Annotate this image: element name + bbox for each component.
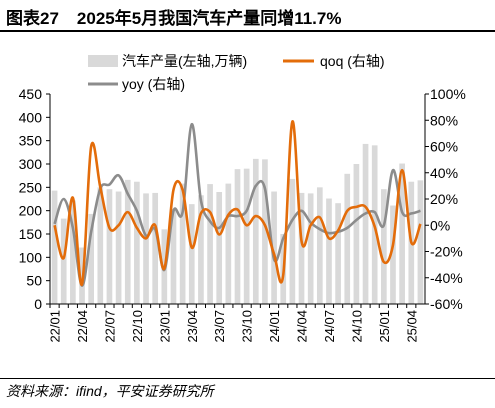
bar-23-09 xyxy=(234,169,241,304)
left-axis-tick-label: 150 xyxy=(19,226,43,242)
bar-23-11 xyxy=(252,158,259,304)
right-axis-tick-label: 80% xyxy=(430,112,458,128)
bar-23-06 xyxy=(207,184,213,304)
bar-25-01 xyxy=(381,189,387,304)
figure-title: 图表27 2025年5月我国汽车产量同增11.7% xyxy=(6,4,489,28)
x-axis-tick-label: 22/01 xyxy=(48,310,63,343)
bar-23-07 xyxy=(216,192,223,304)
x-axis-tick-label: 23/07 xyxy=(212,310,227,343)
left-axis-tick-label: 300 xyxy=(19,156,43,172)
figure-caption: 2025年5月我国汽车产量同增11.7% xyxy=(76,8,342,28)
legend-label-yoy: yoy (右轴) xyxy=(122,76,185,92)
chart: 0 50 100 150 200 250 300 350 400 450 -60% -40% -20% 0… xyxy=(19,53,466,343)
bar-25-02 xyxy=(390,205,396,304)
x-axis-tick-label: 24/07 xyxy=(322,310,337,343)
bar-25-03 xyxy=(399,163,405,304)
legend-item-yoy: yoy (右轴) xyxy=(88,76,185,92)
bar-23-02 xyxy=(170,209,177,304)
bar-22-07 xyxy=(106,189,113,304)
bar-24-04 xyxy=(298,192,305,304)
right-axis-tick-label: 60% xyxy=(430,139,458,155)
bar-24-08 xyxy=(335,203,341,304)
bar-24-09 xyxy=(344,173,351,304)
bar-23-03 xyxy=(179,183,186,304)
x-axis-tick-label: 22/10 xyxy=(130,310,145,343)
left-axis-tick-label: 350 xyxy=(19,133,43,149)
legend-label-production: 汽车产量(左轴,万辆) xyxy=(122,53,247,69)
bar-22-05 xyxy=(88,213,94,304)
bar-23-08 xyxy=(225,183,232,304)
bar-22-10 xyxy=(134,181,140,304)
bar-23-05 xyxy=(198,195,204,304)
x-axis-tick-label: 22/04 xyxy=(75,310,90,343)
bar-23-04 xyxy=(188,204,195,304)
left-axis-tick-label: 200 xyxy=(19,203,43,219)
x-axis-tick-label: 23/10 xyxy=(240,310,255,343)
bar-22-08 xyxy=(115,191,122,304)
qoq-line xyxy=(53,120,422,286)
bar-24-03 xyxy=(289,178,296,304)
source-rule xyxy=(0,378,495,379)
bar-22-01 xyxy=(51,190,58,304)
bar-24-05 xyxy=(307,193,314,304)
bar-25-05 xyxy=(417,180,424,304)
right-axis-tick-label: 40% xyxy=(430,165,458,181)
bar-24-06 xyxy=(316,187,323,304)
right-axis-tick-label: -60% xyxy=(430,296,463,312)
legend-label-qoq: qoq (右轴) xyxy=(320,53,385,69)
bar-22-11 xyxy=(143,193,149,304)
x-axis-tick-label: 23/04 xyxy=(185,310,200,343)
bar-22-09 xyxy=(124,179,131,304)
bar-22-12 xyxy=(152,192,159,304)
right-axis-tick-label: 100% xyxy=(430,86,466,102)
left-axis-tick-label: 100 xyxy=(19,249,43,265)
left-axis-tick-label: 400 xyxy=(19,109,43,125)
bar-24-07 xyxy=(326,198,332,304)
right-axis-tick-label: -20% xyxy=(430,244,463,260)
bar-24-11 xyxy=(362,143,369,304)
left-axis-tick-label: 50 xyxy=(26,273,42,289)
right-axis-tick-label: 20% xyxy=(430,191,458,207)
legend-item-qoq: qoq (右轴) xyxy=(283,53,385,69)
bar-22-02 xyxy=(60,218,67,304)
right-axis-tick-label: 0% xyxy=(430,217,450,233)
right-axis-tick-label: -40% xyxy=(430,270,463,286)
x-axis-tick-label: 25/01 xyxy=(377,310,392,343)
left-axis-tick-label: 450 xyxy=(19,86,43,102)
x-axis-tick-label: 24/10 xyxy=(349,310,364,343)
left-axis-tick-label: 0 xyxy=(34,296,42,312)
bar-23-10 xyxy=(243,168,250,304)
x-axis-tick-label: 22/07 xyxy=(102,310,117,343)
bar-22-03 xyxy=(70,200,76,304)
x-axis-tick-label: 24/01 xyxy=(267,310,282,343)
bar-23-12 xyxy=(262,159,268,304)
bar-24-10 xyxy=(353,164,360,304)
x-axis-tick-label: 25/04 xyxy=(404,310,419,343)
x-axis-tick-label: 24/04 xyxy=(295,310,310,343)
legend-swatch-bar xyxy=(88,55,118,67)
x-axis-tick-label: 23/01 xyxy=(157,310,172,343)
figure-number: 图表27 xyxy=(6,8,59,28)
source-note: 资料来源：ifind，平安证券研究所 xyxy=(6,383,214,399)
left-axis-tick-label: 250 xyxy=(19,179,43,195)
title-rule xyxy=(0,30,495,32)
yoy-line xyxy=(53,122,421,287)
legend-item-production: 汽车产量(左轴,万辆) xyxy=(88,53,247,69)
bar-22-06 xyxy=(97,187,104,304)
bar-24-01 xyxy=(271,191,277,304)
